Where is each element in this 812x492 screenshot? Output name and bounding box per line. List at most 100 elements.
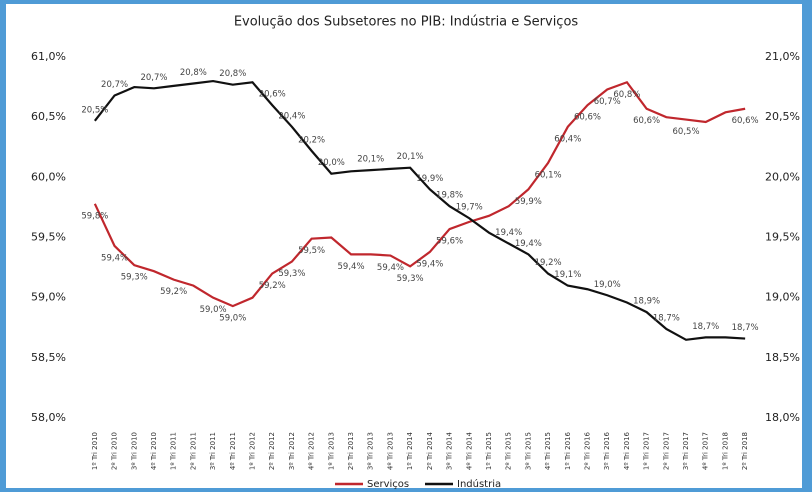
x-tick-label: 4º Tri 2013 bbox=[386, 432, 394, 470]
data-label: 60,6% bbox=[732, 116, 759, 126]
data-label: 19,2% bbox=[535, 258, 562, 268]
data-label: 20,8% bbox=[180, 68, 207, 78]
data-label: 59,3% bbox=[121, 273, 148, 283]
data-label: 19,4% bbox=[515, 239, 542, 249]
series-line bbox=[93, 79, 746, 341]
data-label: 60,6% bbox=[633, 116, 660, 126]
x-tick-label: 4º Tri 2011 bbox=[229, 432, 237, 470]
y2-tick-label: 18,5% bbox=[765, 351, 800, 364]
x-tick-label: 3º Tri 2014 bbox=[446, 431, 454, 470]
data-label: 18,7% bbox=[692, 322, 719, 332]
data-label: 20,1% bbox=[357, 155, 384, 165]
x-tick-label: 2º Tri 2015 bbox=[505, 432, 513, 470]
data-label: 20,1% bbox=[397, 152, 424, 162]
data-label: 59,2% bbox=[160, 287, 187, 297]
x-tick-label: 4º Tri 2017 bbox=[702, 432, 710, 470]
legend-label: Indústria bbox=[457, 478, 501, 490]
x-tick-label: 1º Tri 2015 bbox=[485, 432, 493, 470]
data-label: 59,3% bbox=[397, 274, 424, 284]
data-label: 59,0% bbox=[200, 305, 227, 315]
data-label: 59,6% bbox=[436, 237, 463, 247]
x-tick-label: 4º Tri 2016 bbox=[623, 431, 631, 470]
x-tick-label: 4º Tri 2015 bbox=[544, 432, 552, 470]
data-label: 59,4% bbox=[377, 263, 404, 273]
data-label: 60,7% bbox=[594, 97, 621, 107]
data-label: 19,9% bbox=[416, 174, 443, 184]
data-label: 19,1% bbox=[554, 270, 581, 280]
data-label: 60,1% bbox=[535, 170, 562, 180]
series-line bbox=[93, 80, 746, 308]
y2-tick-label: 19,5% bbox=[765, 231, 800, 244]
chart-title: Evolução dos Subsetores no PIB: Indústri… bbox=[234, 15, 579, 30]
x-tick-label: 3º Tri 2016 bbox=[603, 431, 611, 470]
data-label: 18,7% bbox=[653, 313, 680, 323]
x-tick-label: 2º Tri 2012 bbox=[268, 432, 276, 470]
y2-tick-label: 20,5% bbox=[765, 110, 800, 123]
data-label: 59,2% bbox=[259, 281, 286, 291]
data-label: 20,6% bbox=[259, 90, 286, 100]
y2-tick-label: 18,0% bbox=[765, 411, 800, 424]
x-tick-label: 1º Tri 2010 bbox=[91, 432, 99, 470]
data-label: 18,7% bbox=[732, 323, 759, 333]
data-label: 59,4% bbox=[338, 262, 365, 272]
x-tick-label: 1º Tri 2012 bbox=[249, 432, 257, 470]
x-tick-label: 2º Tri 2016 bbox=[584, 431, 592, 470]
data-label: 19,7% bbox=[456, 203, 483, 213]
x-tick-label: 1º Tri 2011 bbox=[170, 432, 178, 470]
data-label: 60,5% bbox=[673, 127, 700, 137]
y-tick-label: 58,0% bbox=[31, 411, 66, 424]
x-tick-label: 3º Tri 2011 bbox=[209, 432, 217, 470]
y-tick-label: 60,0% bbox=[31, 170, 66, 183]
x-tick-label: 2º Tri 2010 bbox=[111, 432, 119, 470]
data-label: 20,4% bbox=[278, 111, 305, 121]
y-tick-label: 59,0% bbox=[31, 291, 66, 304]
data-label: 60,6% bbox=[574, 113, 601, 123]
data-label: 19,0% bbox=[594, 280, 621, 290]
data-label: 20,7% bbox=[101, 80, 128, 90]
legend-label: Serviços bbox=[367, 479, 409, 490]
x-tick-label: 2º Tri 2018 bbox=[741, 432, 749, 470]
x-tick-label: 1º Tri 2016 bbox=[564, 431, 572, 470]
data-label: 20,0% bbox=[318, 158, 345, 168]
chart-background bbox=[6, 4, 802, 488]
data-label: 59,8% bbox=[81, 211, 108, 221]
data-label: 59,3% bbox=[278, 269, 305, 279]
data-label: 59,4% bbox=[416, 259, 443, 269]
data-label: 59,0% bbox=[219, 314, 246, 324]
x-tick-label: 2º Tri 2011 bbox=[189, 432, 197, 470]
x-tick-label: 3º Tri 2015 bbox=[524, 432, 532, 470]
x-tick-label: 1º Tri 2013 bbox=[327, 432, 335, 470]
data-label: 20,8% bbox=[219, 69, 246, 79]
data-label: 59,5% bbox=[298, 246, 325, 256]
y2-tick-label: 20,0% bbox=[765, 170, 800, 183]
x-tick-label: 1º Tri 2018 bbox=[721, 432, 729, 470]
y2-tick-label: 21,0% bbox=[765, 50, 800, 63]
data-label: 60,8% bbox=[613, 90, 640, 100]
x-tick-label: 1º Tri 2014 bbox=[406, 431, 414, 470]
x-tick-label: 4º Tri 2010 bbox=[150, 432, 158, 470]
data-label: 59,9% bbox=[515, 197, 542, 207]
y-tick-label: 60,5% bbox=[31, 110, 66, 123]
data-label: 20,7% bbox=[140, 73, 167, 83]
x-tick-label: 2º Tri 2017 bbox=[662, 432, 670, 470]
x-tick-label: 3º Tri 2012 bbox=[288, 432, 296, 470]
x-tick-label: 1º Tri 2017 bbox=[643, 432, 651, 470]
y-tick-label: 58,5% bbox=[31, 351, 66, 364]
x-tick-label: 3º Tri 2010 bbox=[130, 432, 138, 470]
x-tick-label: 3º Tri 2017 bbox=[682, 432, 690, 470]
x-tick-label: 4º Tri 2012 bbox=[308, 432, 316, 470]
data-label: 19,8% bbox=[436, 191, 463, 201]
y-tick-label: 59,5% bbox=[31, 231, 66, 244]
data-label: 20,5% bbox=[81, 105, 108, 115]
data-label: 19,4% bbox=[495, 228, 522, 238]
x-tick-label: 3º Tri 2013 bbox=[367, 432, 375, 470]
data-label: 60,4% bbox=[554, 134, 581, 144]
data-label: 18,9% bbox=[633, 297, 660, 307]
x-tick-label: 2º Tri 2013 bbox=[347, 432, 355, 470]
data-label: 59,4% bbox=[101, 253, 128, 263]
y2-tick-label: 19,0% bbox=[765, 291, 800, 304]
x-tick-label: 4º Tri 2014 bbox=[465, 431, 473, 470]
x-tick-label: 2º Tri 2014 bbox=[426, 431, 434, 470]
data-label: 20,2% bbox=[298, 135, 325, 145]
